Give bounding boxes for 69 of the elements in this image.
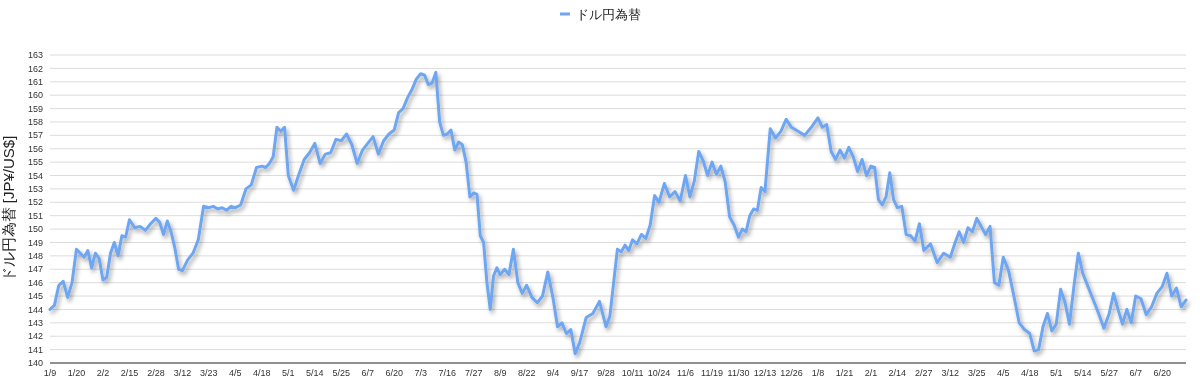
x-tick-label: 5/25 <box>332 368 351 378</box>
x-tick-label: 2/27 <box>915 368 933 378</box>
x-tick-label: 5/14 <box>1073 368 1092 378</box>
y-tick-label: 144 <box>27 304 43 315</box>
x-tick-label: 11/19 <box>701 368 723 378</box>
legend-label: ドル円為替 <box>576 6 641 22</box>
y-tick-label: 145 <box>27 291 43 302</box>
x-tick-label: 5/27 <box>1100 368 1118 378</box>
y-tick-label: 150 <box>27 224 43 235</box>
y-tick-label: 162 <box>27 63 43 74</box>
y-tick-label: 151 <box>27 210 43 221</box>
x-tick-label: 2/1 <box>864 368 878 378</box>
x-tick-label: 12/13 <box>753 368 777 378</box>
x-tick-label: 3/12 <box>941 368 960 378</box>
x-tick-label: 8/22 <box>517 368 536 378</box>
x-tick-label: 8/9 <box>493 368 507 378</box>
x-tick-label: 5/14 <box>306 368 324 378</box>
y-tick-label: 163 <box>27 50 43 61</box>
y-tick-label: 161 <box>27 76 43 87</box>
x-tick-label: 10/24 <box>647 368 671 378</box>
x-tick-label: 10/11 <box>621 368 644 378</box>
x-tick-label: 7/27 <box>464 368 483 378</box>
x-tick-label: 6/20 <box>1153 368 1171 378</box>
x-tick-label: 2/14 <box>888 368 907 378</box>
y-tick-label: 160 <box>27 90 43 101</box>
y-tick-label: 157 <box>27 130 43 141</box>
x-tick-label: 4/5 <box>997 368 1010 378</box>
x-tick-label: 2/15 <box>120 368 139 378</box>
y-tick-label: 140 <box>27 358 43 369</box>
x-tick-label: 4/18 <box>253 368 271 378</box>
x-tick-label: 6/20 <box>385 368 404 378</box>
y-tick-label: 148 <box>27 251 43 262</box>
y-tick-label: 146 <box>27 277 43 288</box>
x-tick-label: 6/7 <box>361 368 375 378</box>
x-tick-label: 9/17 <box>570 368 589 378</box>
x-tick-label: 1/9 <box>43 368 57 378</box>
y-tick-label: 156 <box>27 143 43 154</box>
x-tick-label: 12/26 <box>780 368 803 378</box>
x-tick-label: 9/28 <box>597 368 615 378</box>
x-tick-label: 2/28 <box>147 368 165 378</box>
x-tick-label: 7/3 <box>414 368 427 378</box>
y-tick-label: 159 <box>27 103 43 114</box>
x-tick-label: 11/6 <box>677 368 694 378</box>
x-tick-label: 4/5 <box>229 368 242 378</box>
x-tick-label: 5/1 <box>1049 368 1063 378</box>
x-tick-label: 11/30 <box>727 368 750 378</box>
y-tick-label: 155 <box>27 157 43 168</box>
y-tick-label: 142 <box>27 331 43 342</box>
x-tick-label: 3/23 <box>200 368 218 378</box>
x-tick-label: 1/20 <box>67 368 86 378</box>
y-tick-label: 152 <box>27 197 43 208</box>
x-tick-label: 6/7 <box>1129 368 1142 378</box>
x-tick-label: 2/2 <box>96 368 110 378</box>
x-tick-label: 4/18 <box>1021 368 1039 378</box>
y-tick-label: 147 <box>27 264 43 275</box>
y-axis-title: ドル円為替 [JP¥/US$] <box>0 135 17 283</box>
x-tick-label: 1/21 <box>835 368 854 378</box>
x-tick-label: 5/1 <box>282 368 295 378</box>
x-tick-label: 3/12 <box>173 368 192 378</box>
y-tick-label: 153 <box>27 184 43 195</box>
y-tick-label: 154 <box>27 170 43 181</box>
x-tick-label: 1/8 <box>811 368 825 378</box>
y-tick-label: 158 <box>27 117 43 128</box>
x-tick-label: 7/16 <box>438 368 456 378</box>
y-tick-label: 143 <box>27 317 43 328</box>
y-tick-label: 141 <box>27 344 43 355</box>
x-tick-label: 9/4 <box>546 368 560 378</box>
x-tick-label: 3/25 <box>968 368 986 378</box>
y-tick-label: 149 <box>27 237 43 248</box>
